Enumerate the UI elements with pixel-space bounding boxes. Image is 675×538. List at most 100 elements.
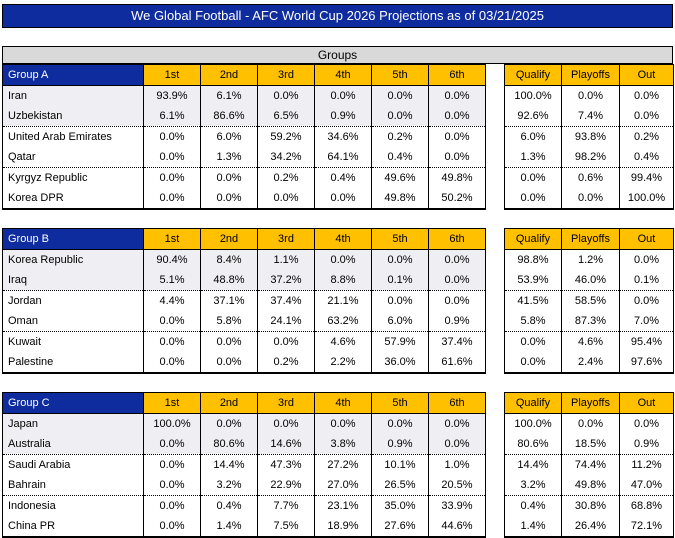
outcome-value-cell: 0.1% xyxy=(619,270,674,291)
table-row: Saudi Arabia 0.0% 14.4% 47.3% 27.2% 10.1% 1.0% xyxy=(2,454,486,475)
table-row: 1.4% 26.4% 72.1% xyxy=(504,516,674,537)
position-value-cell: 0.2% xyxy=(257,352,315,373)
position-value-cell: 0.0% xyxy=(428,249,486,270)
outcome-value-cell: 49.8% xyxy=(561,475,620,496)
outcome-value-cell: 95.4% xyxy=(619,331,674,352)
table-header-row: Group C 1st 2nd 3rd 4th 5th 6th xyxy=(2,392,486,414)
group-positions-table: Group A 1st 2nd 3rd 4th 5th 6th Iran 93.9% 6.1% 0.… xyxy=(2,64,486,210)
table-row: Korea Republic 90.4% 8.4% 1.1% 0.0% 0.0% 0.0% xyxy=(2,249,486,270)
position-value-cell: 0.9% xyxy=(428,311,486,332)
position-value-cell: 0.0% xyxy=(200,188,258,209)
position-value-cell: 34.2% xyxy=(257,147,315,168)
outcome-value-cell: 100.0% xyxy=(504,85,562,106)
position-value-cell: 0.0% xyxy=(314,188,372,209)
table-row: 100.0% 0.0% 0.0% xyxy=(504,413,674,434)
table-row: Indonesia 0.0% 0.4% 7.7% 23.1% 35.0% 33.9% xyxy=(2,495,486,516)
table-row: Iran 93.9% 6.1% 0.0% 0.0% 0.0% 0.0% xyxy=(2,85,486,106)
table-row: 6.0% 93.8% 0.2% xyxy=(504,126,674,147)
position-value-cell: 14.4% xyxy=(200,454,258,475)
group-section: Group A 1st 2nd 3rd 4th 5th 6th Iran 93.9% 6.1% 0.… xyxy=(2,64,675,210)
group-outcomes-table: Qualify Playoffs Out 100.0% 0.0% 0.0% 92.6% 7.4… xyxy=(504,64,674,210)
outcome-value-cell: 46.0% xyxy=(561,270,620,291)
table-row: 100.0% 0.0% 0.0% xyxy=(504,85,674,106)
position-value-cell: 1.3% xyxy=(200,147,258,168)
outcome-header-cell: Playoffs xyxy=(561,228,620,250)
outcome-value-cell: 0.0% xyxy=(561,413,620,434)
outcome-value-cell: 98.8% xyxy=(504,249,562,270)
outcome-header-cell: Out xyxy=(619,64,674,86)
team-name-cell: Korea Republic xyxy=(2,249,144,270)
outcome-value-cell: 0.6% xyxy=(561,167,620,188)
outcome-value-cell: 93.8% xyxy=(561,126,620,147)
outcome-value-cell: 3.2% xyxy=(504,475,562,496)
position-header-cell: 3rd xyxy=(257,392,315,414)
outcome-value-cell: 68.8% xyxy=(619,495,674,516)
position-value-cell: 3.2% xyxy=(200,475,258,496)
position-value-cell: 0.0% xyxy=(428,413,486,434)
position-header-cell: 6th xyxy=(428,392,486,414)
position-value-cell: 0.1% xyxy=(371,270,429,291)
position-value-cell: 6.1% xyxy=(143,106,201,127)
position-value-cell: 100.0% xyxy=(143,413,201,434)
outcome-value-cell: 0.0% xyxy=(504,167,562,188)
position-value-cell: 0.0% xyxy=(143,454,201,475)
position-value-cell: 35.0% xyxy=(371,495,429,516)
position-value-cell: 8.8% xyxy=(314,270,372,291)
position-header-cell: 3rd xyxy=(257,228,315,250)
group-outcomes-table: Qualify Playoffs Out 100.0% 0.0% 0.0% 80.6% 18.… xyxy=(504,392,674,538)
outcome-value-cell: 0.0% xyxy=(619,85,674,106)
position-value-cell: 49.6% xyxy=(371,167,429,188)
position-value-cell: 0.4% xyxy=(200,495,258,516)
position-header-cell: 1st xyxy=(143,228,201,250)
position-value-cell: 0.0% xyxy=(143,167,201,188)
position-value-cell: 57.9% xyxy=(371,331,429,352)
table-row: Jordan 4.4% 37.1% 37.4% 21.1% 0.0% 0.0% xyxy=(2,290,486,311)
position-header-cell: 5th xyxy=(371,64,429,86)
outcome-value-cell: 0.0% xyxy=(504,352,562,373)
outcome-value-cell: 0.0% xyxy=(619,106,674,127)
outcome-value-cell: 0.0% xyxy=(561,188,620,209)
position-value-cell: 0.0% xyxy=(371,85,429,106)
position-header-cell: 2nd xyxy=(200,64,258,86)
team-name-cell: Bahrain xyxy=(2,475,144,496)
position-value-cell: 93.9% xyxy=(143,85,201,106)
position-value-cell: 0.4% xyxy=(371,147,429,168)
outcome-value-cell: 0.4% xyxy=(619,147,674,168)
position-value-cell: 0.0% xyxy=(371,106,429,127)
position-value-cell: 0.0% xyxy=(257,188,315,209)
team-name-cell: Iran xyxy=(2,85,144,106)
position-value-cell: 0.0% xyxy=(257,85,315,106)
position-value-cell: 6.1% xyxy=(200,85,258,106)
page-title: We Global Football - AFC World Cup 2026 … xyxy=(131,8,544,23)
position-value-cell: 37.4% xyxy=(428,331,486,352)
group-section: Group C 1st 2nd 3rd 4th 5th 6th Japan 100.0% 0.0%… xyxy=(2,392,675,538)
position-value-cell: 34.6% xyxy=(314,126,372,147)
position-value-cell: 27.2% xyxy=(314,454,372,475)
outcome-value-cell: 92.6% xyxy=(504,106,562,127)
table-row: Iraq 5.1% 48.8% 37.2% 8.8% 0.1% 0.0% xyxy=(2,270,486,291)
position-value-cell: 20.5% xyxy=(428,475,486,496)
table-row: Korea DPR 0.0% 0.0% 0.0% 0.0% 49.8% 50.2% xyxy=(2,188,486,209)
outcome-value-cell: 100.0% xyxy=(619,188,674,209)
outcome-value-cell: 2.4% xyxy=(561,352,620,373)
outcome-header-cell: Out xyxy=(619,392,674,414)
position-header-cell: 1st xyxy=(143,64,201,86)
outcome-value-cell: 30.8% xyxy=(561,495,620,516)
table-row: 3.2% 49.8% 47.0% xyxy=(504,475,674,496)
outcome-value-cell: 72.1% xyxy=(619,516,674,537)
table-header-row: Qualify Playoffs Out xyxy=(504,64,674,86)
outcome-header-cell: Qualify xyxy=(504,392,562,414)
table-row: 98.8% 1.2% 0.0% xyxy=(504,249,674,270)
team-name-cell: Oman xyxy=(2,311,144,332)
position-value-cell: 0.0% xyxy=(371,290,429,311)
position-value-cell: 14.6% xyxy=(257,434,315,455)
outcome-value-cell: 5.8% xyxy=(504,311,562,332)
outcome-header-cell: Qualify xyxy=(504,64,562,86)
position-value-cell: 33.9% xyxy=(428,495,486,516)
table-row: 0.0% 2.4% 97.6% xyxy=(504,352,674,373)
position-value-cell: 0.0% xyxy=(428,290,486,311)
outcome-value-cell: 47.0% xyxy=(619,475,674,496)
position-header-cell: 1st xyxy=(143,392,201,414)
table-row: 92.6% 7.4% 0.0% xyxy=(504,106,674,127)
team-name-cell: Indonesia xyxy=(2,495,144,516)
